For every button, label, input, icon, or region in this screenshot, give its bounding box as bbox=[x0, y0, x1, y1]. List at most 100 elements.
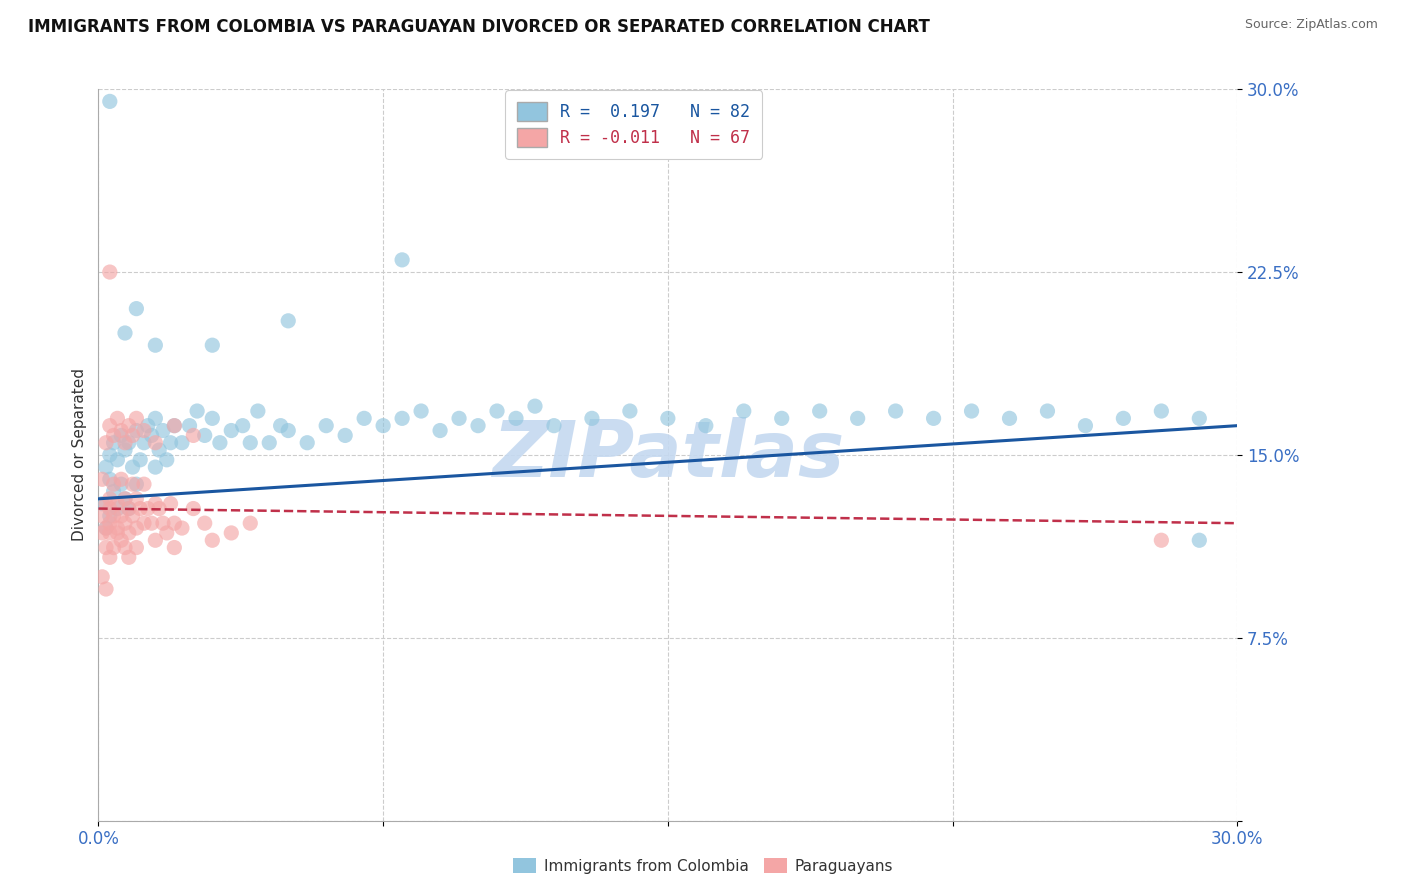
Point bbox=[152, 516, 174, 531]
Point bbox=[114, 541, 136, 555]
Point bbox=[132, 424, 155, 438]
Point bbox=[118, 501, 141, 516]
Point bbox=[110, 428, 132, 442]
Point bbox=[239, 435, 262, 450]
Point bbox=[505, 411, 527, 425]
Point bbox=[91, 570, 114, 584]
Point bbox=[486, 404, 509, 418]
Point bbox=[246, 404, 269, 418]
Point bbox=[159, 435, 181, 450]
Point bbox=[132, 477, 155, 491]
Point bbox=[91, 497, 114, 511]
Point bbox=[808, 404, 831, 418]
Text: Source: ZipAtlas.com: Source: ZipAtlas.com bbox=[1244, 18, 1378, 31]
Point bbox=[91, 472, 114, 486]
Point bbox=[94, 460, 117, 475]
Point bbox=[98, 418, 121, 433]
Point bbox=[221, 424, 243, 438]
Point bbox=[922, 411, 945, 425]
Point bbox=[163, 541, 186, 555]
Point bbox=[170, 435, 193, 450]
Point bbox=[114, 435, 136, 450]
Point bbox=[1112, 411, 1135, 425]
Point bbox=[103, 484, 125, 499]
Point bbox=[94, 497, 117, 511]
Point bbox=[1188, 533, 1211, 548]
Point bbox=[107, 521, 129, 535]
Point bbox=[98, 491, 121, 506]
Point bbox=[391, 411, 413, 425]
Point bbox=[125, 521, 148, 535]
Point bbox=[846, 411, 869, 425]
Point bbox=[1036, 404, 1059, 418]
Point bbox=[183, 501, 205, 516]
Point bbox=[141, 516, 163, 531]
Point bbox=[103, 477, 125, 491]
Point bbox=[110, 472, 132, 486]
Point bbox=[524, 399, 547, 413]
Point bbox=[170, 521, 193, 535]
Point bbox=[118, 550, 141, 565]
Point bbox=[239, 516, 262, 531]
Text: ZIPatlas: ZIPatlas bbox=[492, 417, 844, 493]
Legend: R =  0.197   N = 82, R = -0.011   N = 67: R = 0.197 N = 82, R = -0.011 N = 67 bbox=[505, 90, 762, 159]
Point bbox=[270, 418, 292, 433]
Point bbox=[110, 477, 132, 491]
Point bbox=[125, 541, 148, 555]
Point bbox=[353, 411, 375, 425]
Point bbox=[232, 418, 254, 433]
Point bbox=[960, 404, 983, 418]
Point bbox=[98, 448, 121, 462]
Point bbox=[371, 418, 394, 433]
Point bbox=[110, 424, 132, 438]
Point bbox=[145, 533, 167, 548]
Point bbox=[129, 452, 152, 467]
Point bbox=[194, 428, 217, 442]
Point bbox=[94, 521, 117, 535]
Point bbox=[619, 404, 641, 418]
Point bbox=[91, 525, 114, 540]
Point bbox=[118, 501, 141, 516]
Point bbox=[103, 541, 125, 555]
Point bbox=[94, 541, 117, 555]
Point bbox=[125, 411, 148, 425]
Point bbox=[467, 418, 489, 433]
Point bbox=[145, 338, 167, 352]
Point bbox=[194, 516, 217, 531]
Point bbox=[98, 525, 121, 540]
Point bbox=[125, 491, 148, 506]
Point bbox=[103, 435, 125, 450]
Point bbox=[145, 460, 167, 475]
Point bbox=[94, 582, 117, 596]
Point bbox=[107, 497, 129, 511]
Point bbox=[770, 411, 793, 425]
Point bbox=[114, 491, 136, 506]
Point bbox=[107, 501, 129, 516]
Point bbox=[114, 326, 136, 340]
Point bbox=[148, 443, 170, 458]
Point bbox=[391, 252, 413, 267]
Point bbox=[148, 501, 170, 516]
Point bbox=[208, 435, 231, 450]
Point bbox=[107, 452, 129, 467]
Point bbox=[98, 508, 121, 523]
Point bbox=[114, 491, 136, 506]
Point bbox=[118, 525, 141, 540]
Point bbox=[152, 424, 174, 438]
Point bbox=[411, 404, 433, 418]
Point bbox=[103, 508, 125, 523]
Point bbox=[1074, 418, 1097, 433]
Point bbox=[581, 411, 603, 425]
Point bbox=[121, 460, 143, 475]
Legend: Immigrants from Colombia, Paraguayans: Immigrants from Colombia, Paraguayans bbox=[508, 852, 898, 880]
Point bbox=[163, 418, 186, 433]
Point bbox=[657, 411, 679, 425]
Point bbox=[201, 338, 224, 352]
Point bbox=[110, 533, 132, 548]
Point bbox=[315, 418, 337, 433]
Point bbox=[114, 516, 136, 531]
Point bbox=[695, 418, 717, 433]
Point bbox=[114, 443, 136, 458]
Point bbox=[118, 435, 141, 450]
Point bbox=[543, 418, 565, 433]
